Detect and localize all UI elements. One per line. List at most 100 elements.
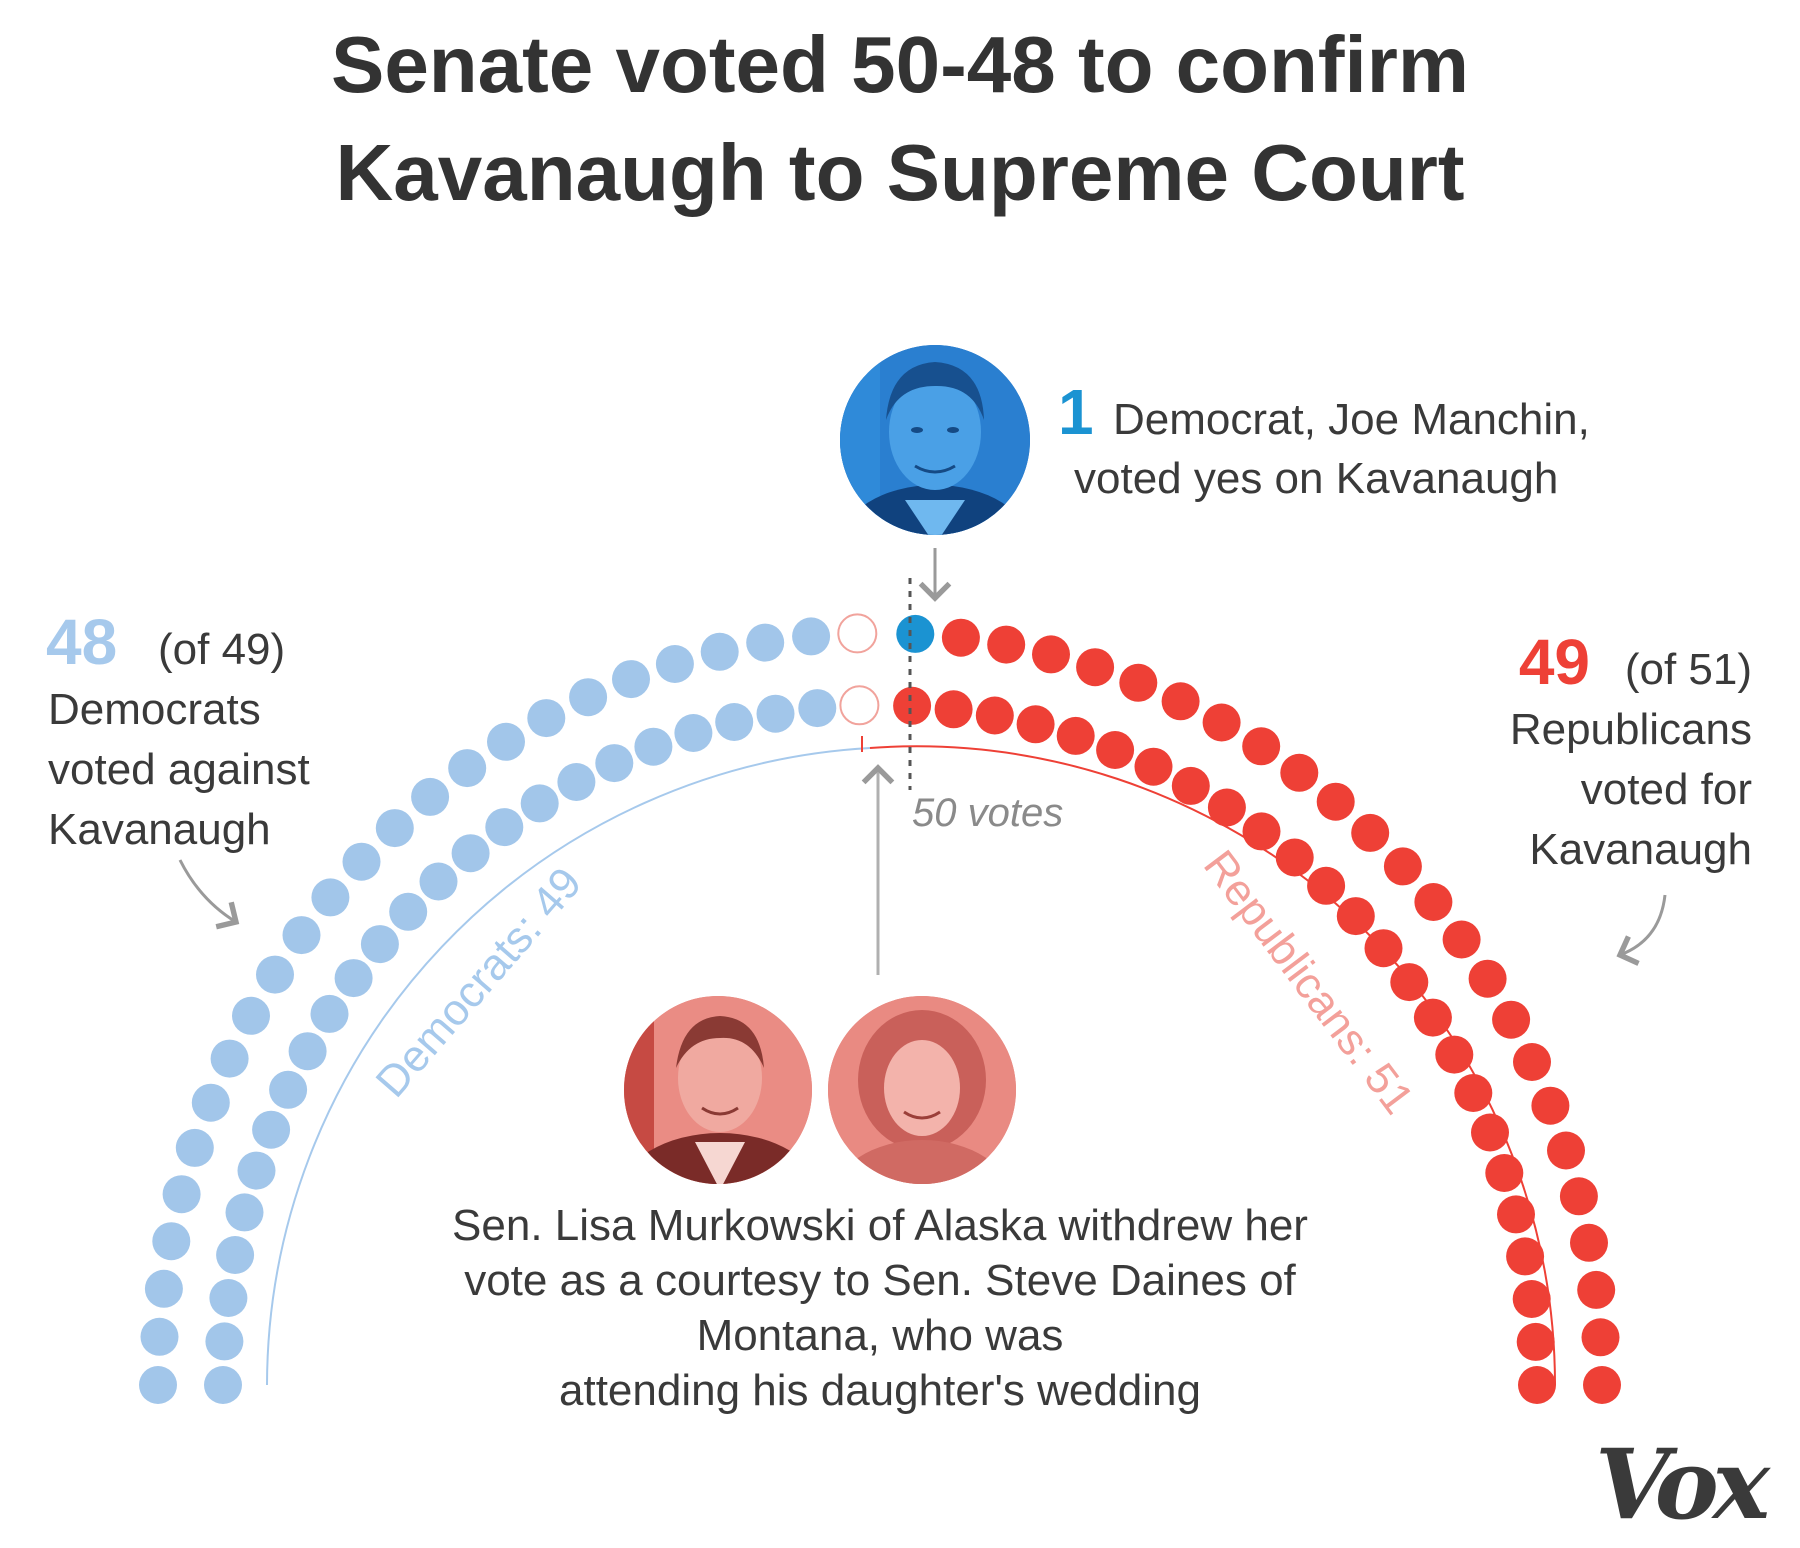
note-line4: attending his daughter's wedding (559, 1366, 1201, 1415)
seat-democrat-no (209, 1279, 248, 1317)
seat-republican-yes (1364, 929, 1403, 968)
seat-republican-yes (1119, 663, 1158, 702)
reps-line1: Republicans (1510, 705, 1752, 754)
manchin-line2: voted yes on Kavanaugh (1074, 454, 1558, 503)
seat-democrat-no (700, 632, 739, 671)
note-line1: Sen. Lisa Murkowski of Alaska withdrew h… (452, 1201, 1308, 1250)
seat-democrat-no (360, 925, 399, 964)
seat-republican-yes (1468, 959, 1507, 998)
seat-republican-yes (1275, 838, 1314, 877)
seat-democrat-no (232, 996, 270, 1035)
seat-republican-yes (1383, 847, 1422, 886)
seat-democrat-no (144, 1269, 183, 1308)
seat-democrat-no (204, 1366, 242, 1404)
seat-democrat-no (288, 1032, 327, 1071)
seat-republican-yes (1336, 897, 1375, 936)
seat-democrat-no (527, 699, 566, 738)
reps-number: 49 (1519, 626, 1590, 698)
seat-republican-yes (934, 690, 973, 729)
seat-republican-yes (1559, 1177, 1598, 1216)
seat-democrat-no (162, 1175, 201, 1214)
seat-democrat-no (674, 714, 713, 752)
dems-line3: Kavanaugh (48, 805, 271, 854)
reps-curved-arrow (1616, 894, 1667, 966)
dems-of: (of 49) (158, 625, 285, 674)
senator-portrait-icon (624, 996, 812, 1184)
threshold-label: 50 votes (912, 791, 1063, 835)
seat-republican-yes (1435, 1035, 1474, 1074)
seat-democrat-no (715, 703, 754, 741)
seat-republican-yes (1454, 1074, 1493, 1112)
seat-republican-yes (893, 686, 932, 725)
seat-republican-yes (1516, 1322, 1555, 1361)
seat-republican-yes (1512, 1280, 1551, 1318)
seat-republican-yes (1485, 1154, 1524, 1192)
seat-democrat-no (485, 808, 524, 847)
seat-democrat-no (419, 862, 458, 901)
seat-republican-yes (1518, 1366, 1556, 1404)
seat-republican-yes (1351, 813, 1390, 852)
seat-republican-yes (1506, 1237, 1545, 1276)
seat-republican-yes (1413, 998, 1452, 1037)
dems-line1: Democrats (48, 685, 261, 734)
seat-democrat-no (448, 749, 487, 788)
seat-republican-yes (1280, 753, 1319, 792)
seat-republican-yes (1471, 1113, 1509, 1152)
seat-democrat-no (140, 1317, 179, 1356)
manchin-number: 1 (1058, 376, 1094, 448)
seat-republican-yes (1581, 1318, 1620, 1357)
seat-democrat-no (655, 645, 694, 683)
seat-republican-yes (1513, 1043, 1551, 1081)
seat-democrat-no (487, 722, 525, 761)
seat-republican-yes (1531, 1086, 1570, 1125)
seat-democrat-no (310, 994, 349, 1033)
seat-republican-yes (1016, 705, 1055, 744)
vox-logo: Vox (1595, 1428, 1772, 1541)
dems-curved-arrow (178, 859, 240, 930)
seat-republican-yes (1202, 703, 1241, 742)
seat-republican-yes (1134, 747, 1173, 786)
seat-empty (839, 685, 880, 726)
seat-democrat-no (520, 784, 559, 823)
seat-democrat-no (334, 959, 373, 998)
seat-democrat-no (389, 892, 428, 931)
seat-democrat-no (237, 1151, 276, 1190)
seat-republican-yes (1583, 1366, 1621, 1404)
seat-democrat-no (557, 763, 596, 801)
note-line2: vote as a courtesy to Sen. Steve Daines … (464, 1256, 1296, 1305)
seat-democrat-no (175, 1128, 214, 1167)
seat-democrat-no (342, 842, 381, 881)
seat-democrat-no (191, 1083, 230, 1122)
seat-republican-yes (1497, 1195, 1535, 1234)
seat-republican-yes (1242, 812, 1281, 851)
seat-dots (139, 613, 1621, 1404)
seat-democrat-no (216, 1236, 255, 1274)
seat-democrat-no (569, 678, 608, 717)
seat-republican-yes (1492, 1000, 1531, 1039)
seat-republican-yes (1207, 788, 1246, 827)
murkowski-photo (828, 996, 1016, 1184)
seat-republican-yes (1056, 716, 1095, 755)
seat-democrat-no (152, 1222, 191, 1261)
dems-number: 48 (46, 606, 117, 678)
seat-republican-yes (1171, 766, 1210, 805)
seat-democrat-no (375, 809, 414, 848)
senator-portrait-icon (828, 996, 1016, 1184)
seat-empty (837, 613, 878, 654)
senator-portrait-icon (840, 345, 1030, 535)
dem-inner-arc (266, 747, 871, 1386)
seat-democrat-no (139, 1366, 177, 1404)
seat-republican-yes (941, 618, 980, 657)
dems-line2: voted against (48, 745, 310, 794)
seat-democrat-yes (896, 614, 935, 653)
reps-line3: Kavanaugh (1529, 825, 1752, 874)
seat-democrat-no (256, 955, 294, 994)
manchin-line1: Democrat, Joe Manchin, (1113, 395, 1590, 444)
seat-democrat-no (634, 727, 673, 766)
reps-line2: voted for (1581, 765, 1752, 814)
note-line3: Montana, who was (697, 1311, 1064, 1360)
seat-democrat-no (311, 878, 350, 917)
reps-of: (of 51) (1625, 645, 1752, 694)
chart-title-line2: Kavanaugh to Supreme Court (335, 128, 1464, 217)
